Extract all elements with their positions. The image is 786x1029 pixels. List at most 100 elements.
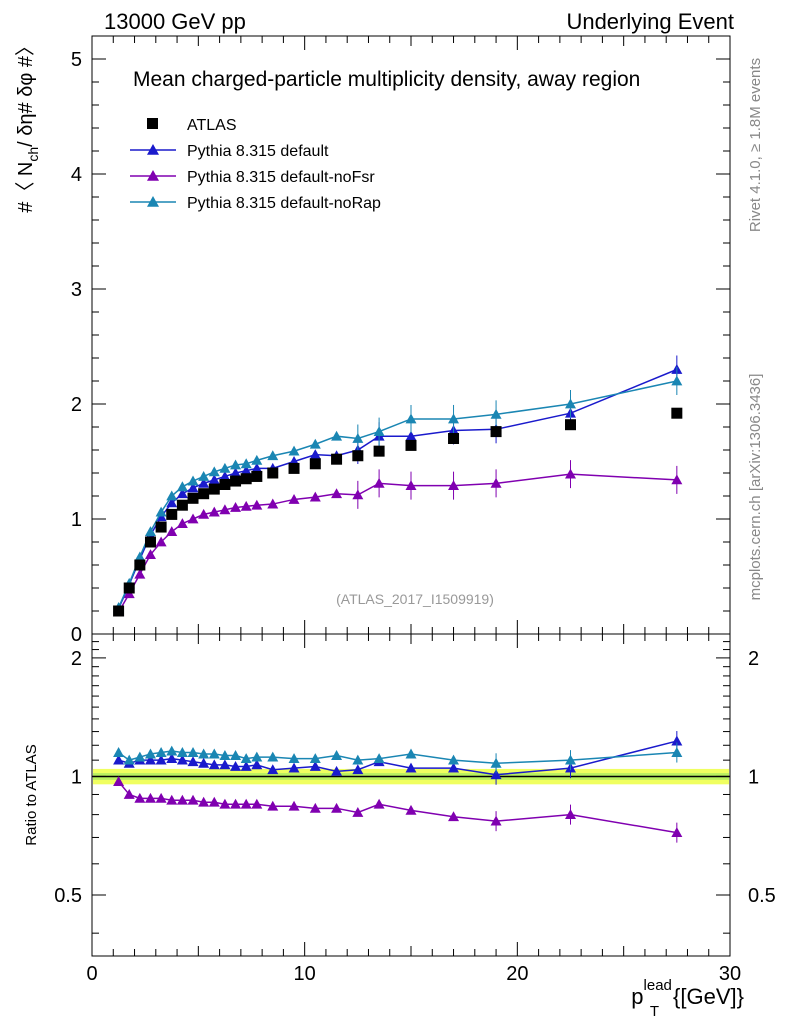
data-point — [240, 465, 252, 476]
data-point — [134, 559, 146, 571]
data-point — [155, 521, 167, 533]
data-point — [113, 605, 125, 617]
main-y-tick-label: 0 — [71, 624, 82, 646]
ratio-point — [144, 792, 156, 803]
main-plot-panel: 0 1 2 3 4 5 Mean charged-particle multiplicit… — [71, 35, 731, 646]
ratio-point — [405, 804, 417, 815]
ratio-point — [565, 809, 576, 820]
data-point — [240, 500, 252, 511]
data-point — [352, 489, 364, 500]
data-point — [565, 419, 576, 431]
ratio-point — [373, 798, 385, 809]
ratio-point — [309, 760, 321, 771]
data-point — [405, 413, 417, 424]
data-point — [448, 413, 460, 424]
ratio-point — [208, 759, 220, 770]
data-point — [309, 449, 321, 459]
data-point — [671, 375, 683, 386]
ratio-point — [144, 748, 156, 759]
data-point — [134, 551, 146, 562]
legend-label: Pythia 8.315 default-noFsr — [187, 169, 375, 186]
data-point — [373, 426, 385, 436]
ratio-series-pythia-8-315-default — [113, 731, 683, 785]
ratio-point — [176, 754, 188, 765]
ratio-point — [187, 794, 199, 805]
data-point — [208, 483, 220, 495]
ratio-ticks — [91, 633, 731, 956]
main-y-tick-label: 4 — [71, 164, 82, 186]
ratio-point — [331, 750, 343, 760]
data-point — [288, 493, 300, 504]
data-point — [176, 518, 188, 528]
main-y-axis-label: #〈 Nch/ δη# δφ #〉 — [15, 36, 41, 213]
header-left: 13000 GeV pp — [104, 9, 246, 34]
ratio-point — [405, 762, 417, 773]
x-tick-label: 0 — [86, 963, 97, 985]
ratio-point — [113, 776, 125, 787]
data-point — [251, 470, 263, 482]
data-point — [208, 506, 220, 517]
legend-marker-atlas — [147, 118, 158, 129]
data-point — [219, 462, 231, 473]
ratio-y-tick-label: 0.5 — [54, 885, 82, 907]
data-point — [240, 473, 252, 485]
ratio-y-tick-label-right: 1 — [748, 766, 759, 788]
data-point — [267, 450, 279, 461]
data-point — [240, 458, 252, 469]
ratio-point — [176, 794, 188, 805]
ratio-point — [490, 815, 502, 826]
data-point — [352, 433, 364, 443]
ratio-point — [373, 753, 385, 764]
ratio-y-tick-label: 1 — [71, 766, 82, 788]
ratio-point — [208, 748, 220, 759]
data-point — [671, 474, 683, 485]
ratio-point — [230, 760, 242, 771]
legend-label: Pythia 8.315 default — [187, 143, 329, 160]
ratio-point — [671, 827, 683, 838]
ratio-point — [113, 754, 125, 765]
data-point — [208, 474, 220, 485]
main-y-tick-labels: 0 1 2 3 4 5 — [71, 49, 82, 646]
x-tick-labels: 0 10 20 30 — [86, 963, 741, 985]
data-point — [144, 536, 156, 548]
data-point — [176, 481, 188, 492]
ratio-point — [240, 798, 252, 809]
data-point — [166, 526, 178, 537]
ratio-point — [267, 764, 279, 775]
legend-marker — [147, 170, 159, 181]
ratio-point — [155, 754, 167, 765]
ratio-point — [331, 802, 343, 813]
data-point — [448, 433, 460, 444]
ratio-y-tick-label-right: 2 — [748, 648, 759, 670]
x-tick-label: 20 — [506, 963, 528, 985]
ratio-y-tick-label: 2 — [71, 648, 82, 670]
ratio-y-tick-label-right: 0.5 — [748, 885, 776, 907]
ratio-y-tick-labels: 0.5 0.5 1 1 2 2 — [54, 648, 776, 907]
ratio-y-axis-label: Ratio to ATLAS — [23, 744, 40, 845]
main-y-tick-label: 5 — [71, 49, 82, 71]
ratio-point — [490, 769, 502, 780]
data-point — [187, 492, 199, 504]
data-point — [198, 477, 210, 488]
ratio-point — [448, 811, 460, 822]
ratio-point — [490, 757, 502, 768]
data-point — [166, 508, 178, 520]
ratio-series-pythia-8-315-default-norap — [113, 742, 683, 774]
data-point — [251, 462, 263, 473]
data-point — [166, 490, 178, 501]
ratio-point — [671, 735, 683, 746]
main-y-tick-label: 2 — [71, 394, 82, 416]
data-point — [134, 568, 146, 579]
data-point — [155, 536, 167, 547]
data-point — [251, 454, 263, 465]
ratio-point — [166, 794, 178, 805]
ratio-point — [155, 747, 167, 757]
rivet-label: Rivet 4.1.0, ≥ 1.8M events — [747, 58, 764, 232]
x-axis-label: plead T{[GeV]} — [631, 977, 744, 1020]
data-point — [155, 506, 167, 517]
plot-title: Mean charged-particle multiplicity densi… — [133, 68, 640, 91]
data-point — [198, 470, 210, 481]
ratio-point — [123, 754, 135, 765]
data-point — [176, 488, 188, 499]
main-ticks — [91, 35, 731, 635]
